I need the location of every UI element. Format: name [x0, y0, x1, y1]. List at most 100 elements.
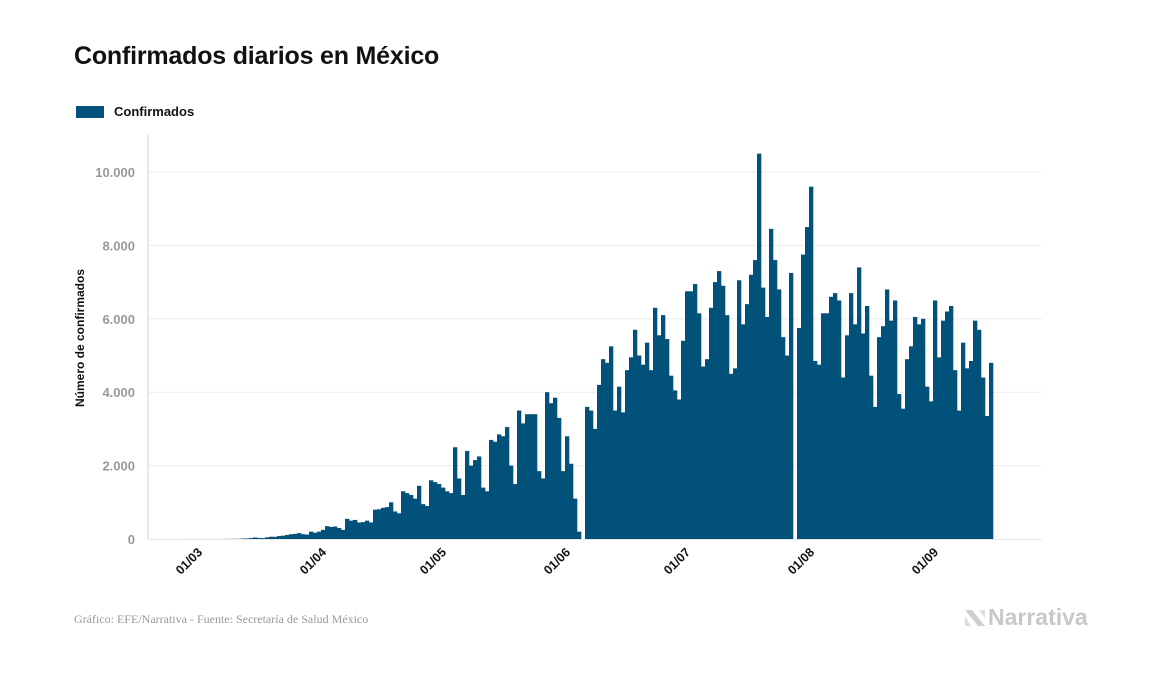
bar	[289, 534, 294, 539]
bar	[461, 494, 466, 539]
bar	[765, 316, 770, 539]
bar	[821, 313, 826, 539]
bar	[269, 536, 274, 539]
bar	[253, 537, 258, 539]
y-tick-label: 0	[128, 532, 135, 547]
y-tick-label: 10.000	[95, 165, 135, 180]
bar	[417, 485, 422, 539]
bar	[901, 408, 906, 539]
bar	[285, 534, 290, 539]
bar	[481, 487, 486, 539]
bar	[349, 520, 354, 539]
bar	[957, 410, 962, 539]
bar	[869, 375, 874, 539]
bar	[425, 505, 430, 539]
bar	[701, 366, 706, 539]
bar	[613, 410, 618, 539]
bar	[881, 326, 886, 539]
bar	[741, 324, 746, 539]
bar	[813, 361, 818, 539]
bar	[725, 315, 730, 539]
bar	[729, 373, 734, 539]
bar	[773, 260, 778, 539]
bar	[629, 357, 634, 539]
legend-swatch	[76, 105, 104, 118]
legend-label: Confirmados	[114, 104, 195, 119]
bar	[745, 304, 750, 539]
bar	[361, 522, 366, 539]
bar	[637, 355, 642, 539]
bar	[405, 493, 410, 539]
bar	[689, 291, 694, 539]
bar	[841, 377, 846, 539]
bar	[301, 534, 306, 539]
bar	[645, 342, 650, 539]
bar	[545, 392, 550, 539]
bar	[781, 337, 786, 539]
bar	[845, 335, 850, 539]
bar	[337, 527, 342, 539]
bar	[393, 511, 398, 539]
bar	[625, 370, 630, 539]
bar	[385, 507, 390, 539]
bar	[249, 538, 254, 539]
bar	[489, 439, 494, 539]
bar	[465, 450, 470, 539]
bar	[441, 487, 446, 539]
bar	[261, 538, 266, 539]
bar	[273, 536, 278, 539]
y-tick-label: 2.000	[102, 459, 135, 474]
bar	[945, 311, 950, 539]
bar	[605, 362, 610, 539]
bar	[965, 368, 970, 539]
bar	[989, 362, 994, 539]
bar	[889, 320, 894, 539]
bar	[809, 186, 814, 539]
bar	[857, 267, 862, 539]
bar	[397, 513, 402, 539]
bar	[733, 368, 738, 539]
x-tick-label: 01/09	[909, 545, 941, 577]
bar	[817, 364, 822, 539]
bar	[501, 436, 506, 539]
bar	[705, 359, 710, 539]
bar	[941, 320, 946, 539]
bar	[325, 526, 330, 539]
bar	[309, 531, 314, 539]
bar	[281, 535, 286, 539]
bar	[473, 460, 478, 539]
bar	[853, 324, 858, 539]
bar	[969, 361, 974, 539]
bar	[589, 410, 594, 539]
x-tick-label: 01/03	[173, 545, 205, 577]
bar	[553, 397, 558, 539]
bar	[977, 329, 982, 539]
bar	[333, 526, 338, 539]
y-axis-label: Número de confirmados	[73, 269, 87, 407]
bar	[721, 285, 726, 539]
bar	[761, 287, 766, 539]
bar	[685, 291, 690, 539]
x-tick-label: 01/04	[297, 545, 329, 577]
bar	[697, 313, 702, 539]
bar	[497, 434, 502, 539]
bar	[493, 441, 498, 539]
bar	[369, 522, 374, 539]
bar	[345, 518, 350, 539]
bar	[925, 386, 930, 539]
bar	[565, 436, 570, 539]
bar	[649, 370, 654, 539]
bar	[653, 307, 658, 539]
y-tick-label: 8.000	[102, 238, 135, 253]
bar	[885, 289, 890, 539]
bar	[509, 465, 514, 539]
bar	[973, 320, 978, 539]
bar	[549, 403, 554, 539]
bar	[561, 471, 566, 539]
bar	[449, 493, 454, 539]
bar	[833, 293, 838, 539]
narrativa-logo: Narrativa	[964, 604, 1088, 631]
bar	[513, 483, 518, 539]
bar	[717, 271, 722, 539]
bar	[433, 482, 438, 539]
